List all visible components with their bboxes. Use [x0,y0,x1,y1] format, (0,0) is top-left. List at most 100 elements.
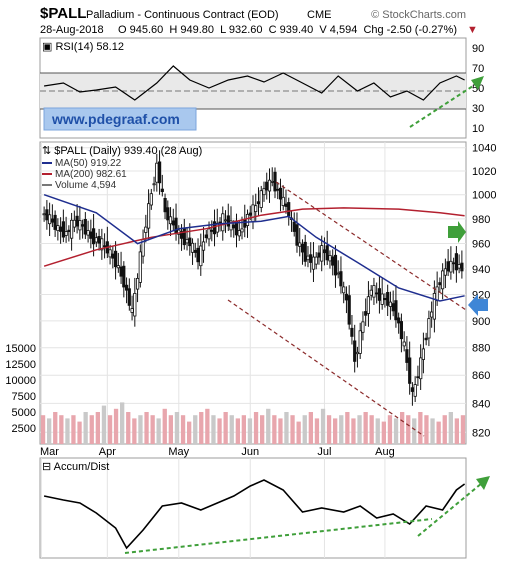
candle-body [146,203,151,229]
candle-body [78,220,82,231]
volume-tick-label: 12500 [5,359,36,371]
volume-bar [272,415,277,444]
volume-bar [65,418,70,444]
candle-body [339,271,343,287]
candle-body [361,321,365,333]
candle-body [419,357,423,380]
volume-bar [406,415,411,444]
candle-body [372,285,376,298]
candle-body [460,262,464,272]
candle-body [152,183,156,186]
ma50-line [43,193,465,302]
candle-body [405,349,409,363]
volume-bar [101,405,107,444]
candle-body [163,197,167,213]
volume-bar [95,412,100,444]
candle-body [119,266,123,277]
candle-body [114,250,118,268]
watermark: © StockCharts.com [371,9,466,21]
candle-body [97,235,101,244]
header-date: 28-Aug-2018 [40,24,104,36]
volume-bar [71,415,76,444]
candle-body [388,301,393,307]
volume-bar [314,418,320,444]
chevron-down-icon: ▼ [467,24,478,36]
candle-body [229,220,233,231]
volume-bar [77,421,82,444]
volume-bar [174,412,180,444]
price-panel: 104010201000980960940920900880860840820 … [5,76,496,445]
candle-body [366,296,371,314]
candle-body [317,252,321,258]
volume-bar [89,415,94,444]
candle-body [111,253,115,259]
candle-body [314,256,318,265]
candle-body [295,224,299,246]
candle-body [92,228,96,245]
volume-bar [150,415,155,444]
candle-body [344,293,349,301]
symbol: $PALL [40,5,86,22]
candle-body [432,292,437,320]
candle-body [270,180,274,183]
candle-body [237,230,241,237]
volume-bar [126,412,131,444]
volume-bar [412,418,417,444]
candle-body [201,241,206,251]
candle-body [155,162,159,183]
month-label: Aug [375,446,395,458]
volume-bar [187,421,192,444]
candle-body [342,286,346,294]
volume-bar [424,415,429,444]
volume-tick-label: 7500 [12,391,36,403]
candle-body [149,193,153,206]
volume-tick-label: 2500 [12,423,36,435]
accum-support-line [124,518,433,554]
volume-bar [47,418,52,444]
candle-body [254,205,258,212]
volume-bar [241,415,246,444]
volume-bar [296,421,301,444]
candle-body [56,225,60,232]
candle-body [303,241,307,262]
candle-body [424,337,428,341]
candle-body [391,303,395,312]
volume-bar [83,412,88,444]
candle-body [248,212,252,216]
candle-body [53,214,57,230]
candle-body [278,187,283,200]
candle-body [94,237,98,243]
volume-bar [284,412,289,444]
volume-bar [180,415,186,444]
volume-bar [442,415,447,444]
candle-body [408,357,412,384]
candle-body [267,179,272,192]
candle-body [166,207,170,221]
volume-bar [53,412,58,444]
candle-body [353,340,357,362]
candle-body [81,224,85,227]
volume-bar [132,418,137,444]
candle-body [212,221,217,235]
candle-body [204,234,208,239]
volume-bar [168,415,173,444]
month-label: Apr [99,446,116,458]
candle-body [171,220,175,226]
volume-bar [253,412,259,444]
candle-body [188,237,192,247]
candle-body [83,218,87,235]
accum-label: ⊟ Accum/Dist [42,461,109,473]
candle-body [221,213,225,232]
candle-body [103,245,107,248]
candle-body [125,284,129,291]
volume-bar [369,415,374,444]
candle-body [380,293,384,305]
candle-body [355,351,360,355]
rsi-tick-label: 70 [472,63,484,75]
price-tick-label: 980 [472,214,490,226]
month-label: May [168,446,189,458]
candle-body [45,209,49,221]
price-tick-label: 1020 [472,166,496,178]
candle-body [144,226,148,233]
candle-body [262,188,266,196]
